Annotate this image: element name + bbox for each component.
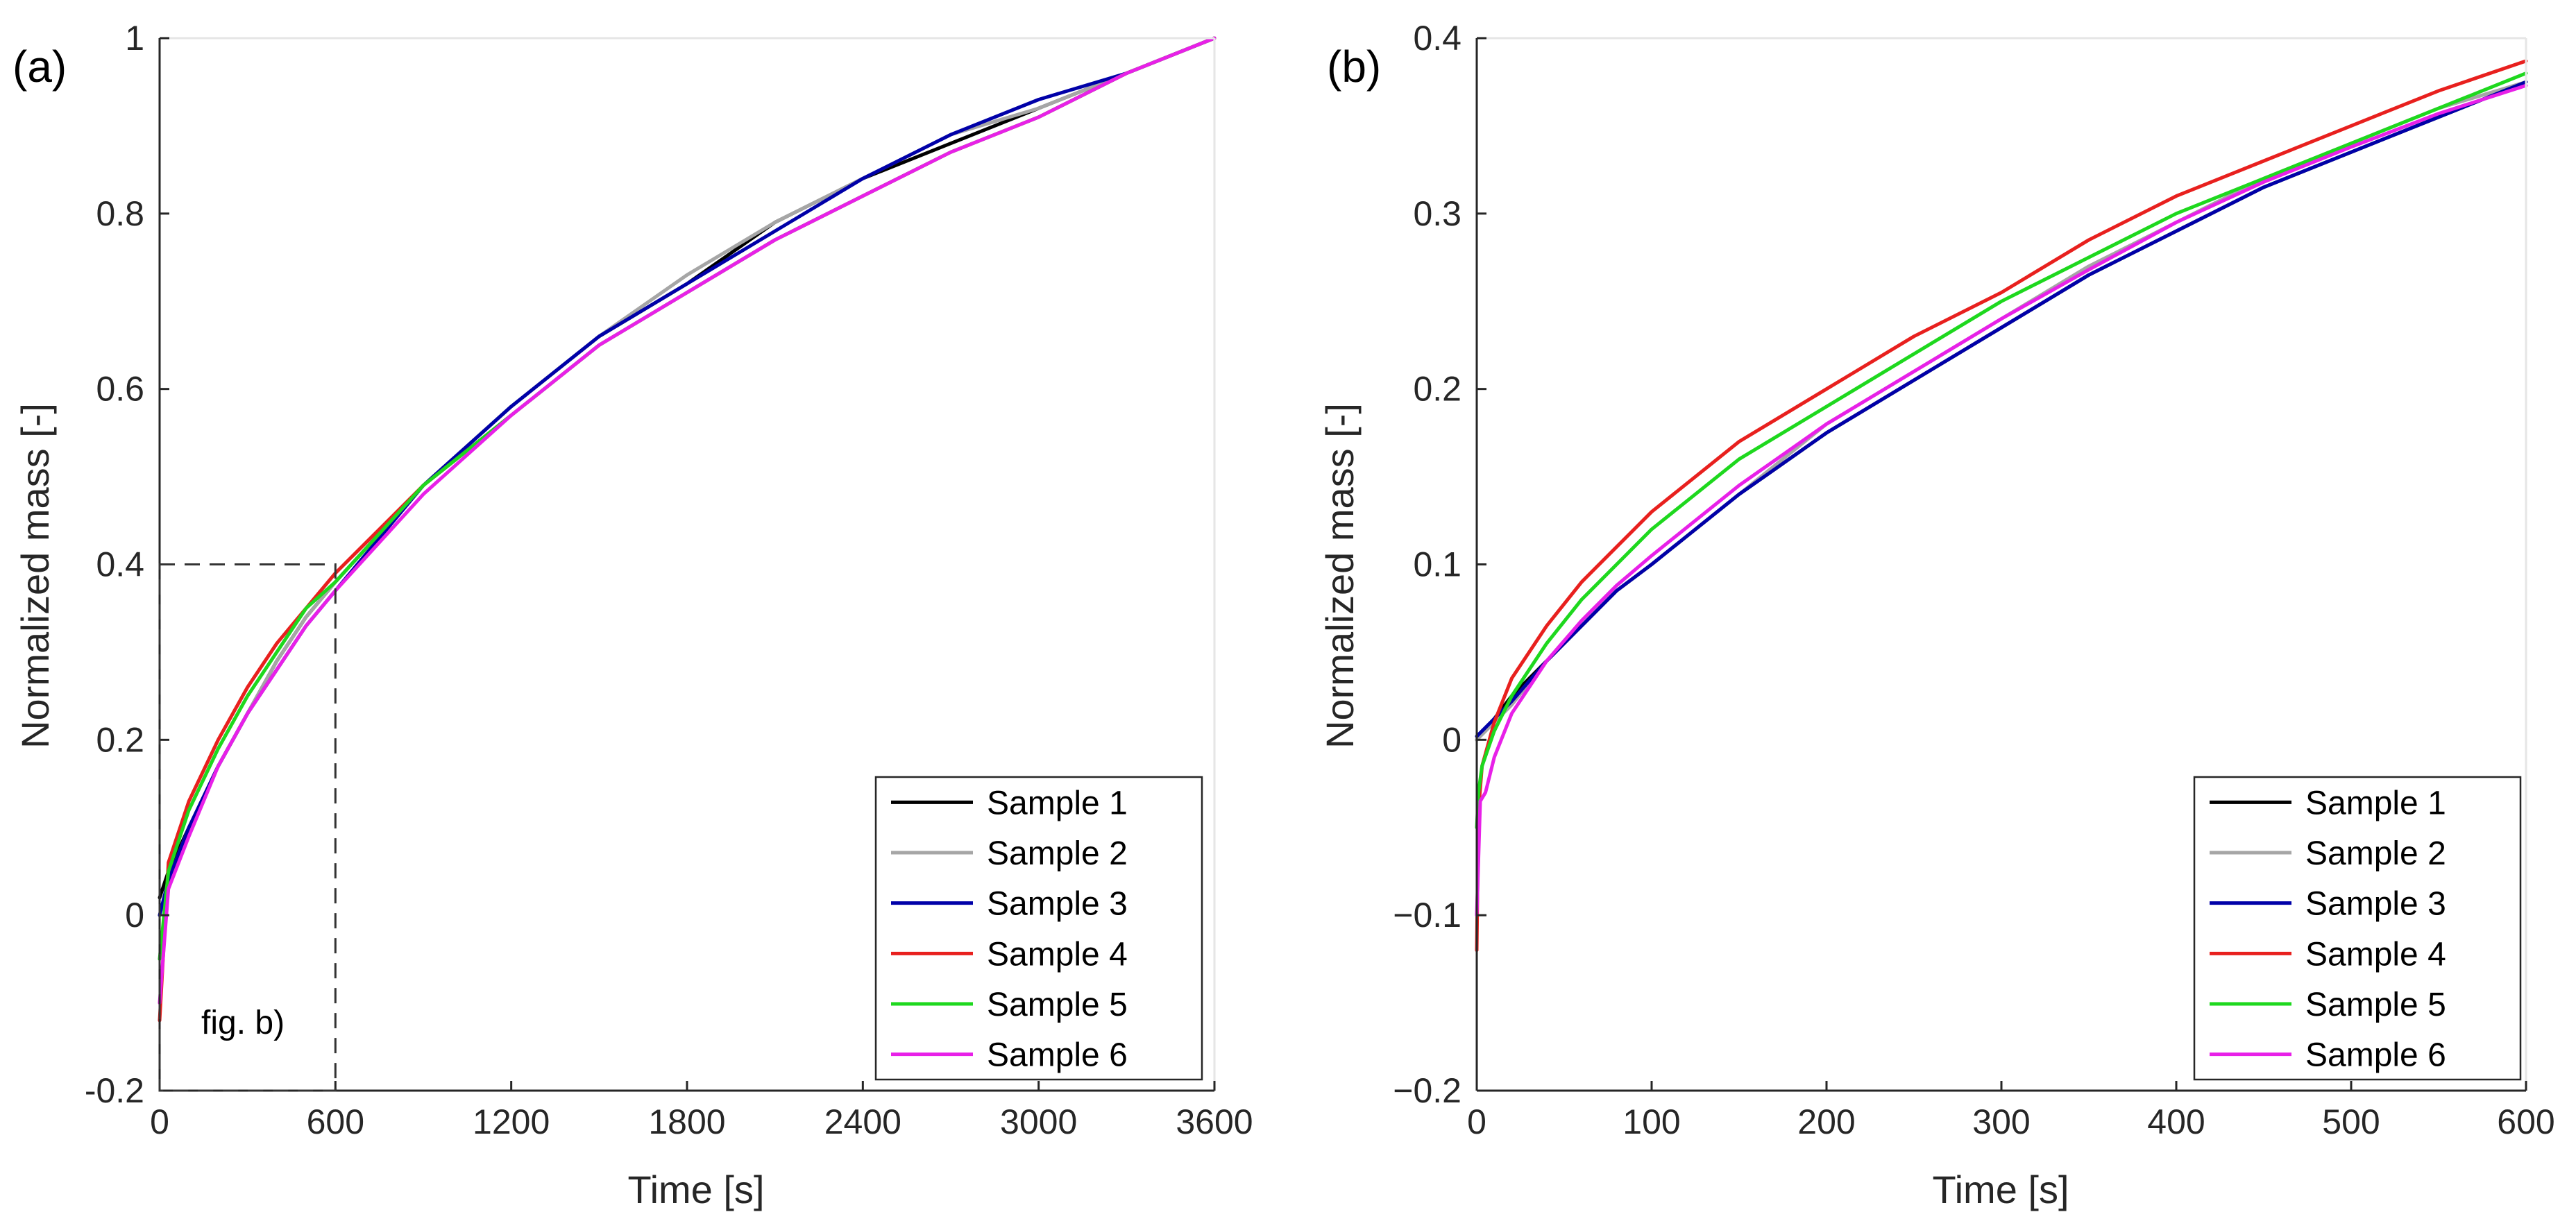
x-tick-label: 100 bbox=[1622, 1102, 1680, 1141]
y-axis-label-a: Normalized mass [-] bbox=[13, 403, 57, 749]
legend-entry: Sample 1 bbox=[2305, 785, 2446, 821]
y-tick-label: 0 bbox=[1442, 720, 1461, 759]
legend-a: Sample 1 Sample 2 Sample 3 Sample 4 Sample 5… bbox=[874, 776, 1203, 1081]
y-tick-label: 0.2 bbox=[1413, 370, 1461, 409]
zoom-box bbox=[158, 563, 337, 1092]
x-tick-label: 3600 bbox=[1176, 1102, 1253, 1141]
y-tick-label: 0.6 bbox=[96, 370, 144, 409]
legend-entry: Sample 4 bbox=[987, 936, 1128, 973]
legend-entry: Sample 3 bbox=[987, 886, 1128, 923]
series-line-sample-4 bbox=[1475, 59, 2528, 953]
y-tick-label: -0.2 bbox=[85, 1071, 144, 1110]
legend-entry: Sample 3 bbox=[2305, 886, 2446, 923]
x-tick-label: 400 bbox=[2147, 1102, 2205, 1141]
legend-entry: Sample 6 bbox=[987, 1037, 1128, 1074]
y-tick-label: −0.2 bbox=[1393, 1071, 1461, 1110]
y-tick-label: −0.1 bbox=[1393, 896, 1461, 935]
x-axis-label-a: Time [s] bbox=[627, 1168, 764, 1211]
legend-b: Sample 1 Sample 2 Sample 3 Sample 4 Sample 5… bbox=[2193, 776, 2522, 1081]
axes-a: 0 600 1200 1800 2400 3000 3600-0.200.20.40.60.… bbox=[85, 19, 1253, 1141]
y-tick-label: 0.4 bbox=[96, 545, 144, 584]
x-tick-label: 3000 bbox=[1000, 1102, 1077, 1141]
x-tick-label: 600 bbox=[307, 1102, 364, 1141]
series-line-sample-5 bbox=[1475, 71, 2528, 830]
legend-box bbox=[874, 776, 1203, 1081]
y-tick-label: 0.8 bbox=[96, 194, 144, 233]
axes-b: 0 100 200 300 400 500 600 −0.2 −0.1 0 0.1 0.2 0.3 0.4 bbox=[1393, 19, 2554, 1141]
y-tick-label: 0.3 bbox=[1413, 194, 1461, 233]
legend-box bbox=[2193, 776, 2522, 1081]
x-tick-label: 200 bbox=[1797, 1102, 1855, 1141]
legend-entry: Sample 5 bbox=[2305, 987, 2446, 1023]
x-axis-label-b: Time [s] bbox=[1932, 1168, 2069, 1211]
x-tick-label: 300 bbox=[1972, 1102, 2030, 1141]
y-tick-label: 0.1 bbox=[1413, 545, 1461, 584]
x-tick-label: 0 bbox=[150, 1102, 169, 1141]
series-line-sample-3 bbox=[1475, 80, 2528, 738]
x-tick-label: 600 bbox=[2497, 1102, 2554, 1141]
chart-panel-b: 0 100 200 300 400 500 600 −0.2 −0.1 0 0.1 0.2 0.3 0.4… bbox=[1318, 19, 2555, 1211]
legend-entry: Sample 5 bbox=[987, 987, 1128, 1023]
chart-panel-a: 0 600 1200 1800 2400 3000 3600-0.200.20.40.60.… bbox=[12, 19, 1253, 1211]
x-tick-label: 1200 bbox=[473, 1102, 550, 1141]
x-tick-label: 500 bbox=[2322, 1102, 2380, 1141]
panel-label-a: (a) bbox=[12, 42, 67, 92]
y-tick-label: 0 bbox=[125, 896, 144, 935]
legend-entry: Sample 2 bbox=[2305, 835, 2446, 872]
zoom-box-label: fig. b) bbox=[201, 1005, 285, 1041]
y-axis-label-b: Normalized mass [-] bbox=[1318, 403, 1362, 749]
plot-area-a bbox=[158, 36, 1217, 1023]
x-tick-label: 0 bbox=[1467, 1102, 1486, 1141]
y-tick-label: 1 bbox=[125, 19, 144, 58]
series-line-sample-6 bbox=[158, 36, 1217, 1005]
legend-entry: Sample 1 bbox=[987, 785, 1128, 821]
series-line-sample-6 bbox=[1475, 83, 2528, 917]
legend-entry: Sample 4 bbox=[2305, 936, 2446, 973]
x-tick-label: 1800 bbox=[648, 1102, 725, 1141]
y-tick-label: 0.2 bbox=[96, 720, 144, 759]
plot-area-b bbox=[1475, 59, 2528, 953]
x-tick-label: 2400 bbox=[824, 1102, 901, 1141]
legend-entry: Sample 6 bbox=[2305, 1037, 2446, 1074]
y-tick-label: 0.4 bbox=[1413, 19, 1461, 58]
panel-label-b: (b) bbox=[1327, 42, 1381, 92]
legend-entry: Sample 2 bbox=[987, 835, 1128, 872]
